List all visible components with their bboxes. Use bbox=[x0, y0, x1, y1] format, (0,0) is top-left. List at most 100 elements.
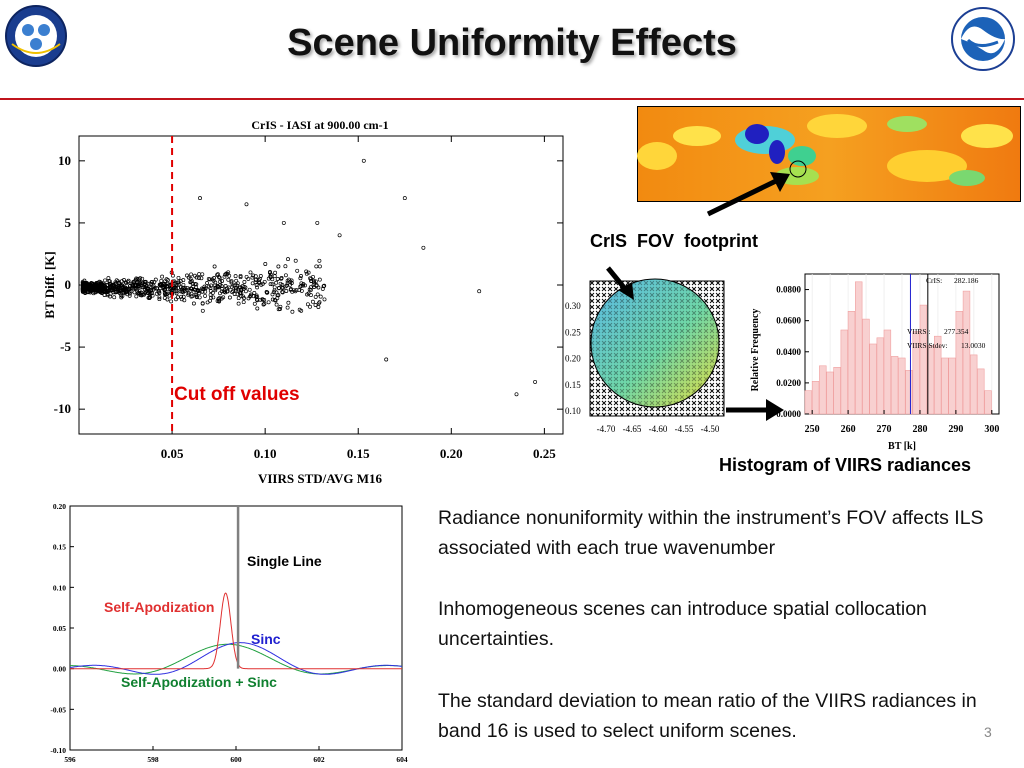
scatter-ytick-label: 10 bbox=[58, 153, 71, 168]
scatter-point bbox=[134, 294, 139, 299]
scatter-point bbox=[280, 290, 285, 295]
scatter-point bbox=[279, 276, 284, 280]
scatter-point bbox=[188, 288, 193, 293]
scatter-point bbox=[316, 305, 321, 309]
ils-ytick-label: 0.10 bbox=[53, 583, 66, 592]
scatter-point bbox=[110, 288, 114, 292]
scatter-point bbox=[317, 264, 322, 269]
footprint-label: CrIS FOV footprint bbox=[590, 231, 758, 251]
scatter-point bbox=[250, 275, 255, 280]
hist-bar bbox=[819, 365, 827, 415]
footprint-xtick-label: -4.70 bbox=[597, 424, 616, 434]
scatter-point bbox=[297, 288, 302, 293]
scatter-point bbox=[129, 285, 134, 290]
scatter-point bbox=[114, 286, 119, 291]
scatter-point bbox=[114, 285, 119, 289]
scatter-point bbox=[139, 283, 144, 288]
scatter-point bbox=[113, 290, 118, 295]
scatter-point bbox=[137, 277, 142, 282]
scatter-point bbox=[259, 282, 264, 287]
scatter-point bbox=[243, 289, 248, 294]
hist-xtick-label: 260 bbox=[841, 424, 856, 435]
scatter-xtick-label: 0.10 bbox=[254, 446, 277, 461]
self-apod-curve bbox=[70, 592, 402, 670]
scatter-point bbox=[181, 278, 186, 283]
scatter-point bbox=[238, 273, 243, 278]
scatter-point bbox=[194, 293, 199, 298]
scatter-point bbox=[209, 295, 214, 300]
scatter-point bbox=[117, 288, 122, 293]
hist-bar bbox=[840, 329, 849, 415]
scatter-point bbox=[285, 305, 290, 310]
scatter-point bbox=[309, 276, 314, 281]
scatter-point bbox=[230, 290, 235, 295]
scatter-point bbox=[133, 284, 138, 289]
hist-ytick-label: 0.0800 bbox=[776, 285, 801, 295]
scatter-point bbox=[135, 286, 140, 291]
scatter-point bbox=[286, 257, 290, 262]
scatter-point bbox=[200, 272, 205, 277]
scatter-point bbox=[188, 286, 193, 291]
scatter-point bbox=[315, 292, 320, 297]
footprint-plot: 0.30 0.25 0.20 0.15 0.10 -4.70 -4.65 -4.60 -4.5… bbox=[565, 278, 725, 434]
scatter-point bbox=[266, 276, 271, 281]
scatter-point bbox=[216, 297, 221, 301]
hist-bar bbox=[970, 354, 978, 415]
scatter-xtick-label: 0.25 bbox=[533, 446, 556, 461]
scatter-point bbox=[240, 284, 245, 289]
scatter-point bbox=[197, 295, 202, 300]
scatter-point bbox=[182, 298, 187, 303]
stdev-annot-label: VIIRS Stdev: bbox=[907, 341, 948, 350]
noaa-seal-icon bbox=[951, 7, 1015, 71]
scatter-point bbox=[102, 283, 107, 288]
hist-bar bbox=[826, 371, 834, 415]
scatter-point bbox=[246, 296, 251, 301]
ils-ytick-label: 0.15 bbox=[53, 543, 66, 552]
scatter-point bbox=[252, 301, 257, 306]
scatter-point bbox=[103, 278, 107, 283]
scatter-point bbox=[305, 302, 310, 307]
scatter-point bbox=[98, 286, 103, 291]
sinc-curve bbox=[69, 642, 403, 675]
scatter-point bbox=[216, 284, 221, 289]
scatter-point bbox=[236, 301, 241, 306]
scatter-point bbox=[241, 300, 246, 305]
cris-annot-label: CrIS: bbox=[926, 276, 942, 285]
scatter-point bbox=[180, 289, 185, 294]
hist-ytick-label: 0.0000 bbox=[776, 409, 801, 419]
hist-bar bbox=[876, 337, 884, 415]
arrow-into-footprint bbox=[606, 266, 634, 300]
scatter-point bbox=[179, 285, 183, 290]
scatter-point bbox=[165, 297, 170, 302]
viirs-annot-value: 277.354 bbox=[944, 327, 969, 336]
scatter-point bbox=[265, 290, 269, 295]
scatter-point bbox=[193, 282, 198, 286]
scatter-point bbox=[308, 304, 312, 309]
scatter-point bbox=[270, 277, 275, 282]
hist-bar bbox=[898, 357, 906, 415]
scatter-point bbox=[108, 282, 113, 287]
hist-bar bbox=[955, 310, 963, 415]
scatter-point bbox=[208, 289, 213, 293]
scatter-point bbox=[191, 301, 196, 306]
scatter-point bbox=[120, 283, 124, 288]
scatter-xtick-label: 0.15 bbox=[347, 446, 370, 461]
footprint-ytick-label: 0.20 bbox=[565, 354, 581, 364]
hist-bar bbox=[926, 345, 935, 415]
scatter-point bbox=[219, 289, 224, 294]
scatter-point bbox=[315, 220, 320, 225]
scatter-point bbox=[185, 273, 189, 278]
scatter-point bbox=[284, 289, 289, 293]
scatter-point bbox=[223, 272, 228, 277]
scatter-point bbox=[225, 289, 230, 294]
scatter-point bbox=[207, 284, 211, 289]
scatter-point bbox=[172, 285, 176, 290]
hist-bar bbox=[912, 331, 920, 415]
hist-bar bbox=[984, 390, 992, 415]
scatter-point bbox=[262, 298, 267, 302]
scatter-point bbox=[234, 283, 239, 288]
scatter-point bbox=[254, 293, 259, 298]
scatter-point bbox=[299, 283, 304, 288]
scatter-point bbox=[276, 264, 281, 269]
scatter-ylabel: BT Diff. [K] bbox=[42, 251, 57, 318]
